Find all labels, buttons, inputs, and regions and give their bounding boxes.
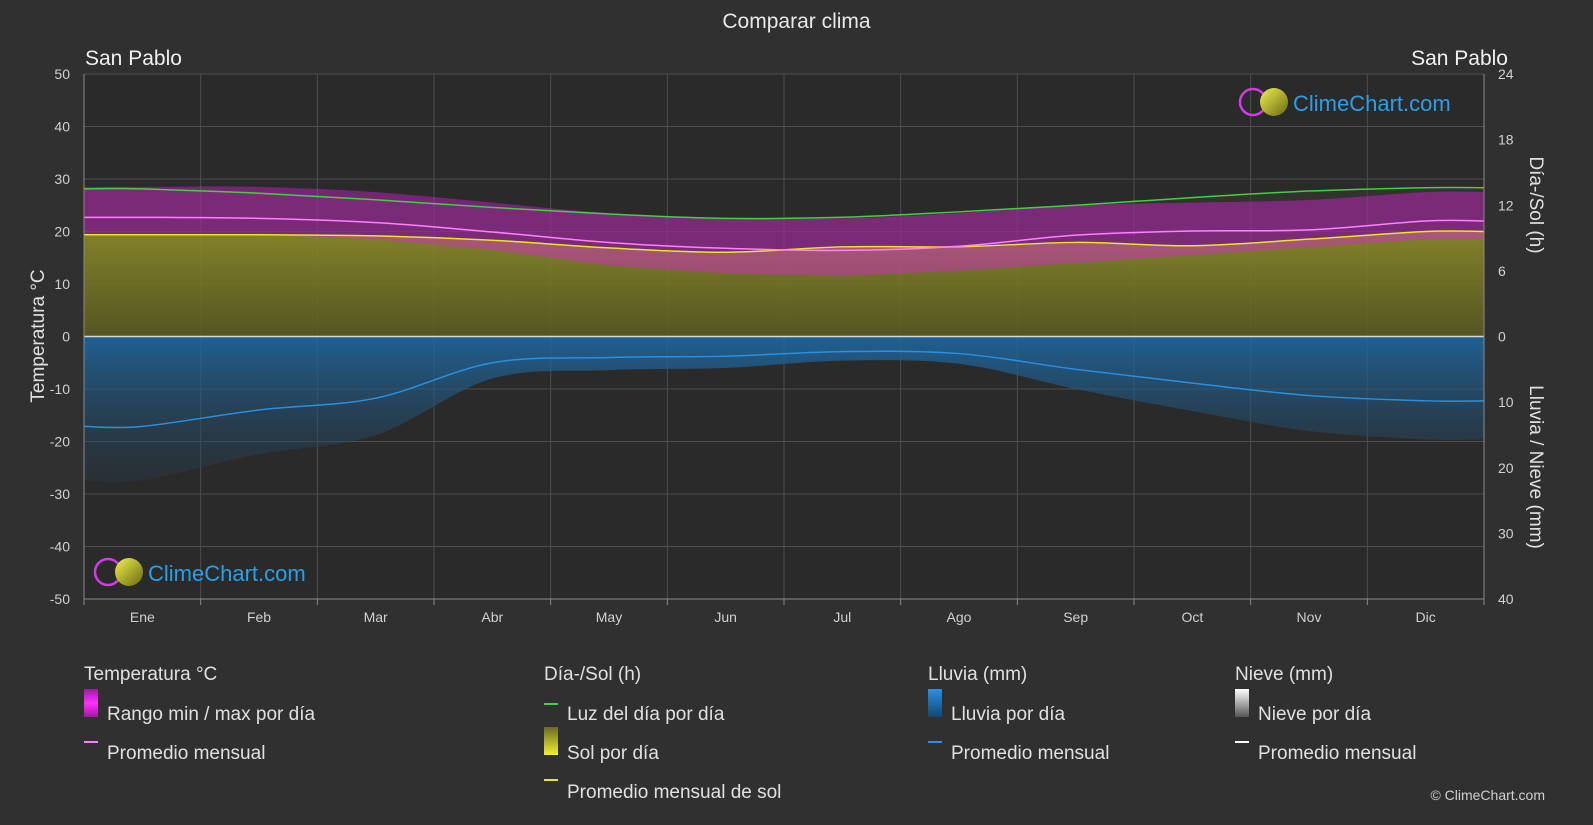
x-tick-label: Nov xyxy=(1297,609,1322,625)
legend-label: Promedio mensual xyxy=(951,743,1110,764)
x-tick-label: Mar xyxy=(364,609,388,625)
legend-label: Rango min / max por día xyxy=(107,704,316,725)
y-left-tick-label: -50 xyxy=(50,591,70,607)
swatch-sun-avg xyxy=(544,779,558,781)
swatch-snow-avg xyxy=(1235,741,1249,743)
sun-area xyxy=(84,230,1484,337)
x-tick-label: May xyxy=(596,609,622,625)
watermark-logo-top: ClimeChart.com xyxy=(1238,87,1451,117)
legend-heading: Lluvia (mm) xyxy=(928,664,1028,685)
logo-sun-icon xyxy=(1260,88,1288,116)
legend-label: Luz del día por día xyxy=(567,704,725,725)
x-tick-label: Ago xyxy=(947,609,972,625)
legend-item: Lluvia por día xyxy=(928,702,1109,728)
legend-heading: Temperatura °C xyxy=(84,664,218,685)
legend-item: Promedio mensual xyxy=(928,741,1109,767)
temperature-range-area xyxy=(84,186,1484,277)
swatch-rain xyxy=(928,689,942,717)
logo-sun-icon xyxy=(115,558,143,586)
swatch-snow xyxy=(1235,689,1249,717)
y-right-top-label: Día-/Sol (h) xyxy=(1525,156,1546,253)
legend-label: Lluvia por día xyxy=(951,704,1066,725)
x-tick-label: Feb xyxy=(247,609,271,625)
legend-item: Nieve por día xyxy=(1235,702,1416,728)
copyright: © ClimeChart.com xyxy=(1430,787,1545,803)
swatch-sun xyxy=(544,727,558,755)
y-right-bottom-tick-label: 40 xyxy=(1498,591,1514,607)
watermark-text: ClimeChart.com xyxy=(1293,91,1451,116)
legend-label: Promedio mensual de sol xyxy=(567,782,782,803)
legend-heading: Día-/Sol (h) xyxy=(544,664,642,685)
legend-label: Promedio mensual xyxy=(107,743,266,764)
y-left-tick-label: 10 xyxy=(54,276,70,292)
legend-item: Luz del día por día xyxy=(544,702,781,728)
legend-heading: Nieve (mm) xyxy=(1235,664,1334,685)
y-left-tick-label: 40 xyxy=(54,119,70,135)
rain-avg-line xyxy=(84,350,1484,429)
y-left-tick-label: -20 xyxy=(50,434,70,450)
y-right-bottom-tick-label: 30 xyxy=(1498,525,1514,541)
legend-item: Sol por día xyxy=(544,741,781,767)
legend-label: Nieve por día xyxy=(1258,704,1372,725)
x-tick-label: Jul xyxy=(833,609,851,625)
location-right: San Pablo xyxy=(1411,47,1508,70)
y-left-tick-label: 30 xyxy=(54,171,70,187)
legend-sun: Día-/Sol (h) Luz del día por día Sol por… xyxy=(544,664,781,819)
x-tick-label: Jun xyxy=(714,609,737,625)
location-left: San Pablo xyxy=(85,47,182,70)
daylight-line xyxy=(84,186,1484,220)
swatch-rain-avg xyxy=(928,741,942,743)
legend-rain: Lluvia (mm) Lluvia por día Promedio mens… xyxy=(928,664,1109,780)
y-right-top-tick-label: 0 xyxy=(1498,329,1506,345)
watermark-text: ClimeChart.com xyxy=(148,561,306,586)
y-left-label: Temperatura °C xyxy=(28,269,49,402)
y-right-bottom-label: Lluvia / Nieve (mm) xyxy=(1525,385,1546,549)
y-right-top-tick-label: 6 xyxy=(1498,263,1506,279)
legend-swatches xyxy=(84,689,1249,781)
data-lines xyxy=(84,186,1484,429)
y-left-tick-label: 0 xyxy=(62,329,70,345)
y-left-tick-label: -10 xyxy=(50,381,70,397)
x-tick-label: Oct xyxy=(1181,609,1203,625)
swatch-daylight xyxy=(544,703,558,705)
legend-label: Promedio mensual xyxy=(1258,743,1417,764)
y-right-bottom-tick-label: 20 xyxy=(1498,460,1514,476)
x-tick-label: Abr xyxy=(481,609,503,625)
legend-item: Rango min / max por día xyxy=(84,702,315,728)
y-right-top-tick-label: 12 xyxy=(1498,197,1514,213)
watermark-logo-bottom: ClimeChart.com xyxy=(93,557,306,587)
data-fills xyxy=(84,186,1484,483)
y-right-top-tick-label: 24 xyxy=(1498,66,1514,82)
y-right-top-tick-label: 18 xyxy=(1498,132,1514,148)
legend-item: Promedio mensual xyxy=(1235,741,1416,767)
axes: 50 40 30 20 10 0 -10 -20 -30 -40 -50 24 18 12 6 0 10 20 30… xyxy=(50,66,1514,625)
legend-label: Sol por día xyxy=(567,743,659,764)
temperature-avg-line xyxy=(84,216,1484,252)
y-left-tick-label: -40 xyxy=(50,539,70,555)
rain-area xyxy=(84,336,1484,483)
y-left-tick-label: -30 xyxy=(50,486,70,502)
swatch-temp-avg xyxy=(84,741,98,743)
legend-item: Promedio mensual de sol xyxy=(544,780,781,806)
x-tick-label: Ene xyxy=(130,609,155,625)
swatch-temp-range xyxy=(84,689,98,717)
x-tick-label: Sep xyxy=(1063,609,1088,625)
legend-temperature: Temperatura °C Rango min / max por día P… xyxy=(84,664,315,780)
y-left-tick-label: 50 xyxy=(54,66,70,82)
y-right-bottom-tick-label: 10 xyxy=(1498,394,1514,410)
legend-snow: Nieve (mm) Nieve por día Promedio mensua… xyxy=(1235,664,1416,780)
chart-title: Comparar clima xyxy=(722,10,871,33)
y-left-tick-label: 20 xyxy=(54,224,70,240)
x-tick-label: Dic xyxy=(1416,609,1436,625)
legend-item: Promedio mensual xyxy=(84,741,315,767)
